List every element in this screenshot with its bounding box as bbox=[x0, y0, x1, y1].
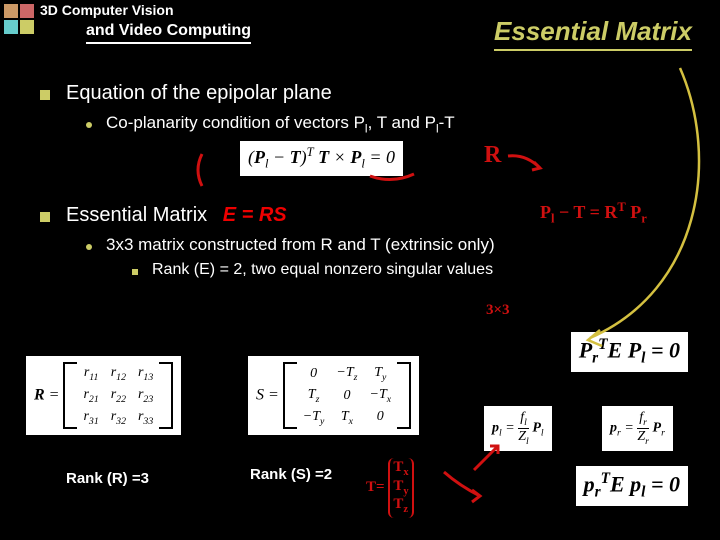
equation-box: prTE pl = 0 bbox=[576, 466, 688, 506]
rank-R-label: Rank (R) =3 bbox=[66, 470, 149, 487]
logo-sq-4 bbox=[20, 20, 34, 34]
hand-annotation-eq: Pl − T = RT Pr bbox=[540, 200, 647, 227]
bullet-dot-icon bbox=[86, 122, 92, 128]
slide-header: 3D Computer Vision and Video Computing E… bbox=[0, 0, 720, 56]
hand-annotation-3x3: 3×3 bbox=[486, 302, 510, 319]
bullet-3x3-matrix: 3x3 matrix constructed from R and T (ext… bbox=[86, 235, 680, 255]
course-subtitle: and Video Computing bbox=[86, 22, 251, 44]
bullet-text: Essential Matrix E = RS bbox=[66, 204, 287, 227]
course-title: 3D Computer Vision bbox=[40, 2, 174, 18]
slide-content: Equation of the epipolar plane Co-planar… bbox=[0, 56, 720, 279]
rank-S-label: Rank (S) =2 bbox=[250, 466, 332, 483]
bullet-coplanarity: Co-planarity condition of vectors Pl, T … bbox=[86, 113, 680, 135]
bullet-text: 3x3 matrix constructed from R and T (ext… bbox=[106, 235, 495, 255]
text-part: Co-planarity condition of vectors P bbox=[106, 113, 365, 132]
equation-e-rs: E = RS bbox=[223, 204, 287, 226]
bullet-text: Rank (E) = 2, two equal nonzero singular… bbox=[152, 261, 493, 279]
equation-box: PrTE Pl = 0 bbox=[571, 332, 688, 372]
bullet-small-square-icon bbox=[132, 269, 138, 275]
bullet-text: Co-planarity condition of vectors Pl, T … bbox=[106, 113, 455, 135]
text-part: -T bbox=[439, 113, 455, 132]
text-part: , T and P bbox=[368, 113, 436, 132]
equation-box: pr = frZr Pr bbox=[602, 406, 673, 451]
text-part: Essential Matrix bbox=[66, 204, 213, 226]
bullet-dot-icon bbox=[86, 244, 92, 250]
bullet-square-icon bbox=[40, 212, 50, 222]
hand-annotation-R: R bbox=[484, 142, 501, 169]
slide-title: Essential Matrix bbox=[494, 16, 692, 51]
equation-prT-E-pl-small: prTE pl = 0 bbox=[576, 466, 688, 506]
logo-sq-3 bbox=[4, 20, 18, 34]
bullet-text: Equation of the epipolar plane bbox=[66, 82, 332, 105]
equation-coplanarity: (Pl − T)T T × Pl = 0 bbox=[240, 141, 680, 176]
equation-pr: pr = frZr Pr bbox=[602, 406, 673, 451]
hand-annotation-T: T= Tx Ty Tz bbox=[366, 458, 414, 518]
equation-pl: pl = flZl Pl bbox=[484, 406, 552, 451]
equation-prT-E-pl: PrTE Pl = 0 bbox=[571, 332, 688, 372]
bullet-rank: Rank (E) = 2, two equal nonzero singular… bbox=[132, 261, 680, 279]
equation-box: (Pl − T)T T × Pl = 0 bbox=[240, 141, 403, 176]
matrix-box: R = r11r12r13 r21r22r23 r31r32r33 bbox=[26, 356, 181, 435]
logo-sq-2 bbox=[20, 4, 34, 18]
matrix-S: S = 0−TzTy Tz0−Tx −TyTx0 bbox=[248, 356, 419, 435]
logo-squares bbox=[4, 4, 34, 34]
matrix-box: S = 0−TzTy Tz0−Tx −TyTx0 bbox=[248, 356, 419, 435]
matrix-R: R = r11r12r13 r21r22r23 r31r32r33 bbox=[26, 356, 181, 435]
hand-arrow-icon bbox=[440, 468, 486, 508]
equation-box: pl = flZl Pl bbox=[484, 406, 552, 451]
logo-sq-1 bbox=[4, 4, 18, 18]
bullet-equation-epipolar: Equation of the epipolar plane bbox=[40, 82, 680, 105]
bullet-square-icon bbox=[40, 90, 50, 100]
